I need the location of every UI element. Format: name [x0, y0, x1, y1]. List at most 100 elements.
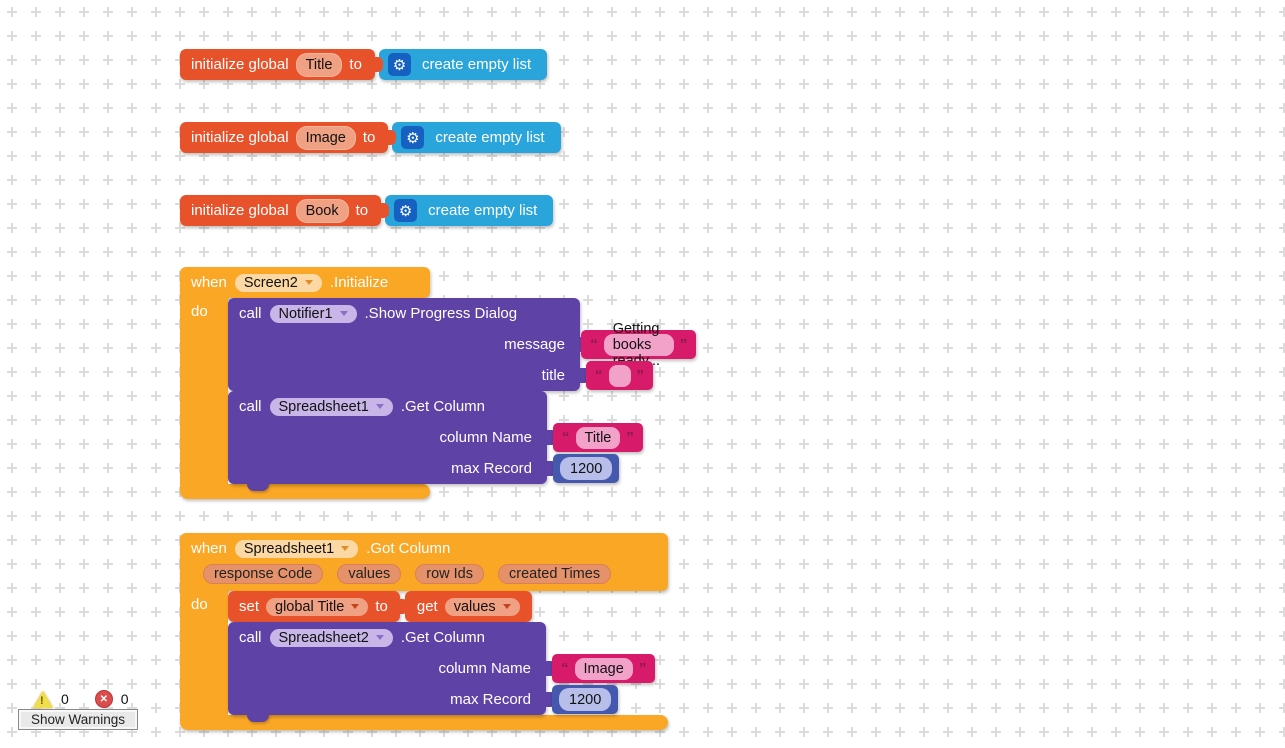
mutator-gear-icon[interactable]	[401, 126, 425, 149]
when-screen2-initialize-block[interactable]: when Screen2 .Initialize do call Notifie…	[180, 267, 697, 499]
create-empty-list-label: create empty list	[421, 56, 532, 73]
component-dropdown-value: Spreadsheet1	[278, 398, 369, 415]
event-param-chip[interactable]: response Code	[203, 564, 324, 584]
number-block-max-record[interactable]: 1200	[552, 685, 619, 714]
variable-name-field[interactable]: Image	[295, 125, 356, 150]
error-count: 0	[120, 691, 129, 707]
do-spine: do	[180, 298, 228, 484]
set-global-title-block[interactable]: set global Title to	[228, 591, 408, 622]
param-label: max Record	[450, 691, 531, 708]
component-dropdown[interactable]: Spreadsheet1	[234, 539, 359, 558]
number-field[interactable]: 1200	[559, 688, 612, 711]
event-block-footer	[180, 484, 430, 499]
set-label: set	[239, 598, 260, 615]
call-spreadsheet1-block[interactable]: call Spreadsheet1 .Get Column column Nam…	[228, 391, 643, 491]
initialize-global-book-block[interactable]: initialize global Book to	[180, 195, 390, 226]
text-block-column-name[interactable]: Title	[553, 423, 643, 452]
status-bar: 0 0	[33, 690, 129, 708]
mutator-gear-icon[interactable]	[387, 53, 411, 76]
component-dropdown-value: Notifier1	[278, 305, 333, 322]
variable-dropdown[interactable]: global Title	[266, 597, 369, 616]
create-empty-list-block[interactable]: create empty list	[392, 122, 561, 153]
component-dropdown-value: Screen2	[243, 274, 298, 291]
call-label: call	[239, 305, 262, 322]
call-notifier1-block[interactable]: call Notifier1 .Show Progress Dialog mes…	[228, 298, 697, 391]
component-dropdown-value: Spreadsheet2	[278, 629, 369, 646]
when-spreadsheet1-gotcolumn-block[interactable]: when Spreadsheet1 .Got Column response C…	[180, 533, 668, 730]
chevron-down-icon	[341, 546, 350, 551]
param-row-max-record: max Record 1200	[228, 453, 620, 484]
component-dropdown[interactable]: Screen2	[234, 273, 322, 292]
error-icon[interactable]	[94, 690, 113, 708]
open-quote-icon	[562, 430, 570, 445]
variable-name-field[interactable]: Book	[295, 198, 349, 223]
call-label: call	[239, 629, 262, 646]
when-label: when	[191, 540, 227, 557]
do-label: do	[191, 303, 208, 320]
mutator-gear-icon[interactable]	[394, 199, 418, 222]
get-label: get	[416, 598, 438, 615]
warning-icon[interactable]	[33, 690, 53, 708]
create-empty-list-block[interactable]: create empty list	[378, 49, 548, 80]
param-row-message: message Getting books ready...	[228, 321, 697, 369]
chevron-down-icon	[339, 311, 348, 316]
variable-dropdown-value: global Title	[275, 598, 345, 615]
event-block-header[interactable]: when Screen2 .Initialize	[180, 267, 430, 298]
method-name-label: .Get Column	[400, 629, 486, 646]
get-values-block[interactable]: get values	[404, 591, 532, 622]
text-block-column-name[interactable]: Image	[552, 654, 656, 683]
param-label: max Record	[451, 460, 532, 477]
to-label: to	[355, 202, 369, 219]
initialize-global-label: initialize global	[191, 56, 289, 73]
create-empty-list-label: create empty list	[428, 202, 538, 219]
do-label: do	[191, 596, 208, 613]
component-dropdown[interactable]: Notifier1	[269, 304, 357, 323]
call-spreadsheet2-block[interactable]: call Spreadsheet2 .Get Column column Nam…	[228, 622, 656, 722]
text-field[interactable]: Getting books ready...	[603, 321, 674, 369]
do-spine: do	[180, 591, 228, 715]
text-field[interactable]: Title	[575, 426, 621, 449]
param-label: message	[504, 336, 565, 353]
number-field[interactable]: 1200	[560, 457, 613, 480]
initialize-global-label: initialize global	[191, 129, 289, 146]
variable-dropdown[interactable]: values	[444, 597, 520, 616]
chevron-down-icon	[351, 604, 360, 609]
param-label: column Name	[438, 660, 531, 677]
init-global-book-row: initialize global Book to create empty l…	[180, 195, 554, 226]
to-label: to	[375, 598, 388, 615]
event-name-label: .Initialize	[329, 274, 389, 291]
to-label: to	[362, 129, 376, 146]
chevron-down-icon	[304, 280, 313, 285]
event-param-chip[interactable]: row Ids	[415, 564, 485, 584]
init-global-image-row: initialize global Image to create empty …	[180, 122, 561, 153]
event-block-header[interactable]: when Spreadsheet1 .Got Column response C…	[180, 533, 668, 591]
text-field[interactable]: Image	[574, 657, 633, 680]
param-row-column-name: column Name Title	[228, 422, 643, 453]
param-row-max-record: max Record 1200	[228, 684, 619, 715]
initialize-global-image-block[interactable]: initialize global Image to	[180, 122, 397, 153]
chevron-down-icon	[375, 404, 384, 409]
initialize-global-label: initialize global	[191, 202, 289, 219]
variable-name-field[interactable]: Title	[295, 52, 343, 77]
text-block-title-empty[interactable]	[586, 361, 653, 390]
call-label: call	[239, 398, 262, 415]
initialize-global-title-block[interactable]: initialize global Title to	[180, 49, 383, 80]
text-field[interactable]	[608, 364, 631, 387]
close-quote-icon	[626, 430, 634, 445]
event-param-chip[interactable]: values	[337, 564, 402, 584]
variable-dropdown-value: values	[453, 598, 496, 615]
component-dropdown[interactable]: Spreadsheet1	[269, 397, 393, 416]
param-label: title	[541, 367, 565, 384]
component-dropdown-value: Spreadsheet1	[243, 540, 335, 557]
param-row-title: title	[228, 360, 653, 391]
text-block-message[interactable]: Getting books ready...	[581, 321, 697, 369]
event-param-chip[interactable]: created Times	[498, 564, 612, 584]
create-empty-list-block[interactable]: create empty list	[385, 195, 554, 226]
chevron-down-icon	[502, 604, 511, 609]
open-quote-icon	[595, 368, 603, 383]
show-warnings-button[interactable]: Show Warnings	[18, 709, 139, 730]
event-name-label: .Got Column	[366, 540, 451, 557]
number-block-max-record[interactable]: 1200	[553, 454, 620, 483]
component-dropdown[interactable]: Spreadsheet2	[269, 628, 393, 647]
